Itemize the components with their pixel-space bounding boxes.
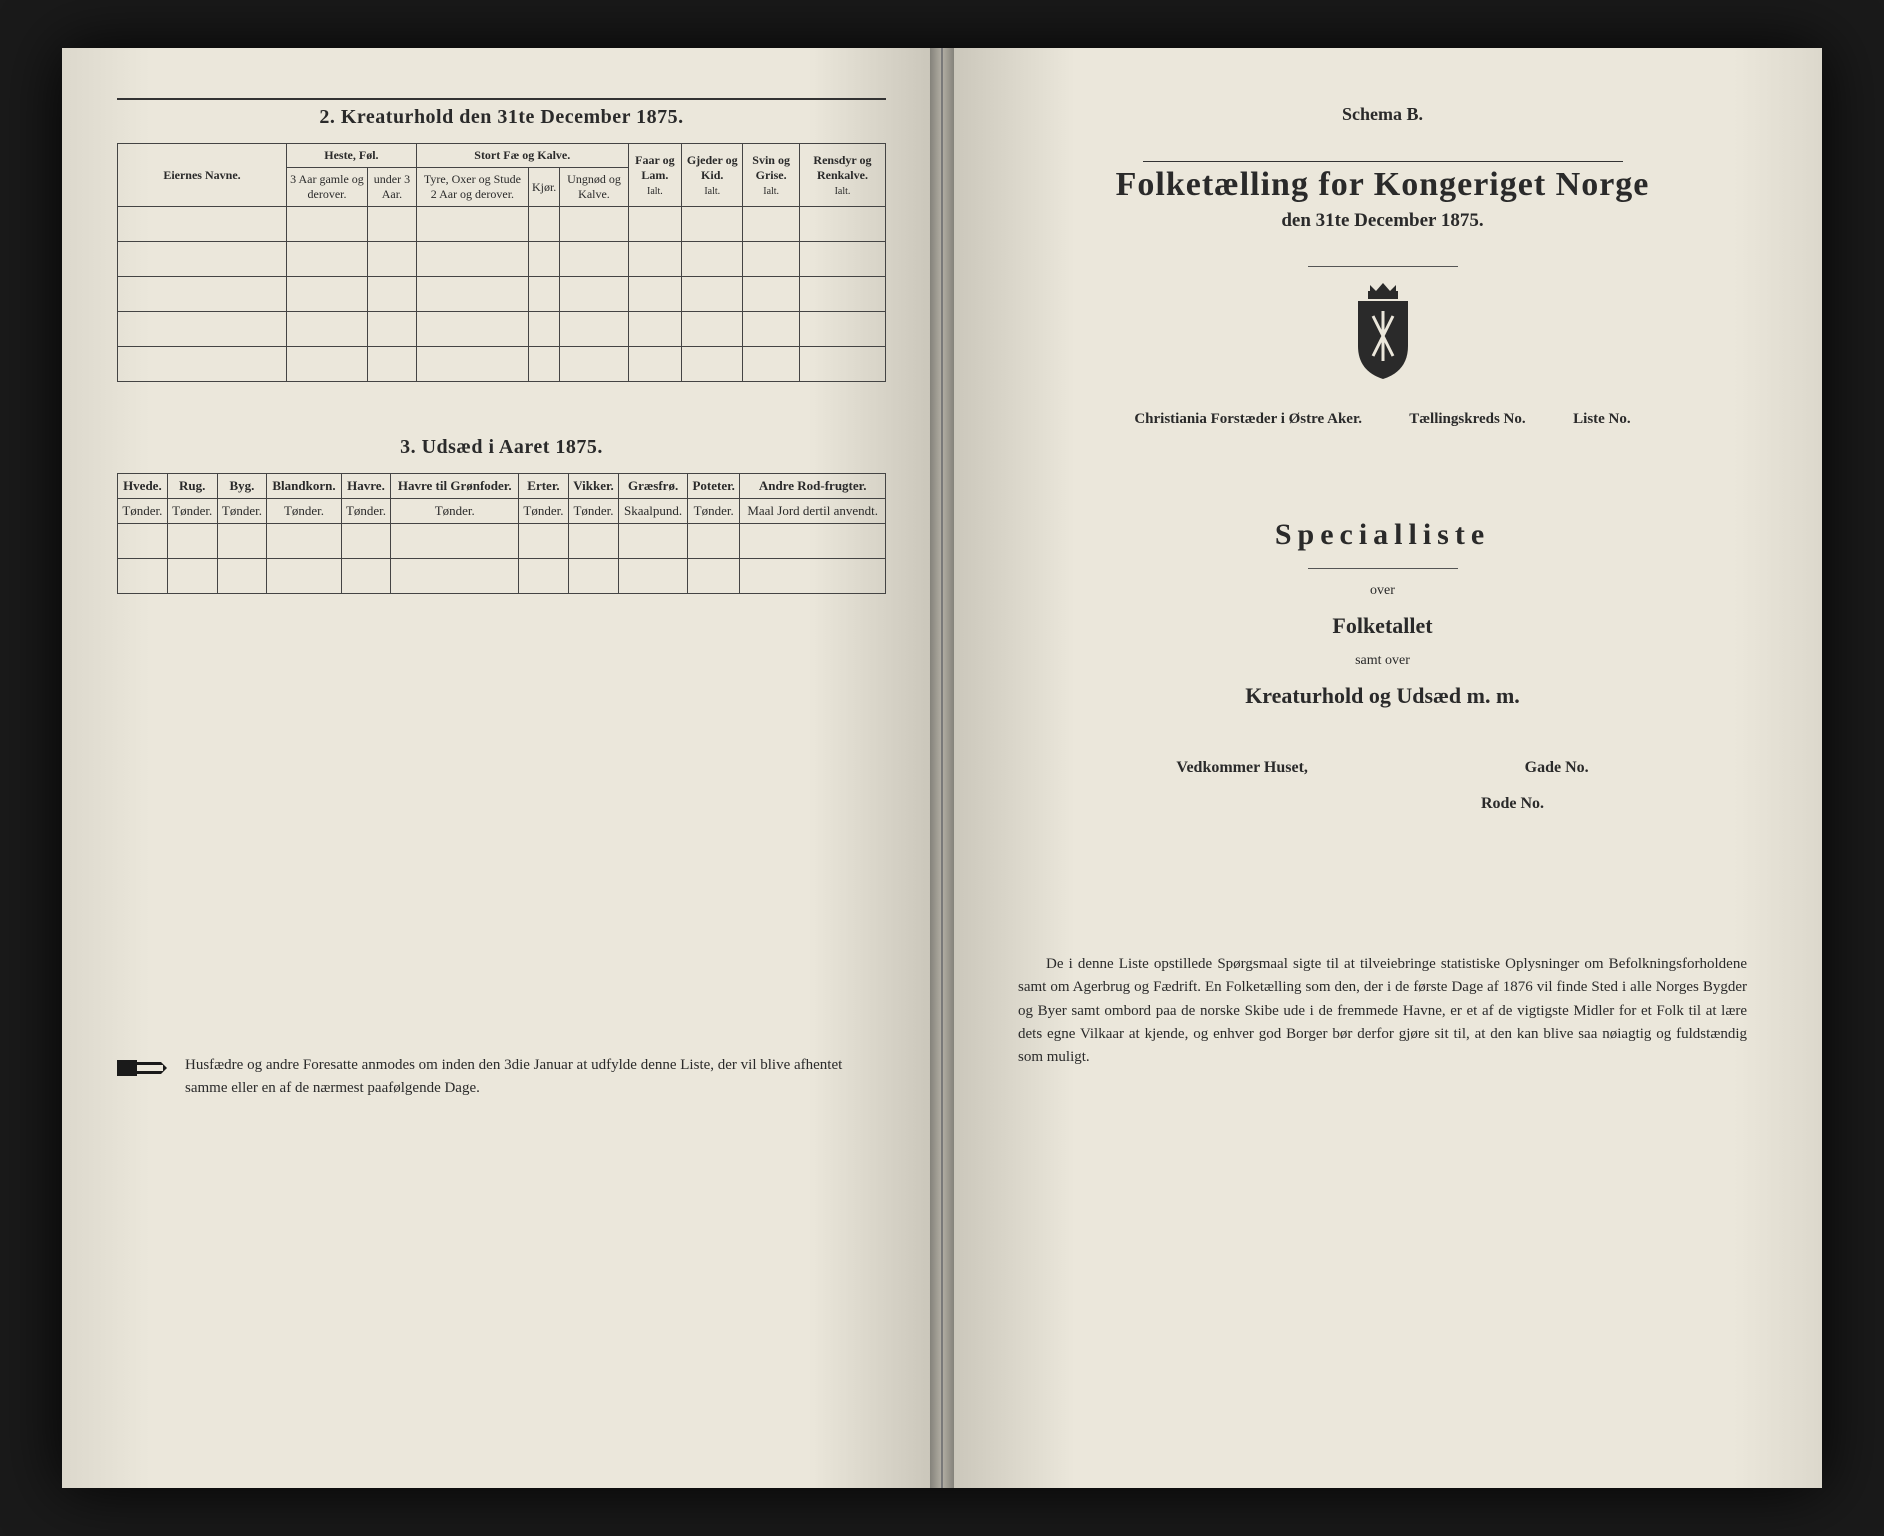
spacer [117, 382, 886, 432]
footer-note: Husfædre og andre Foresatte anmodes om i… [117, 1054, 886, 1099]
sub-stort-c: Ungnød og Kalve. [560, 168, 628, 207]
col-hvede: Hvede. [118, 474, 168, 499]
right-page: Schema B. Folketælling for Kongeriget No… [943, 48, 1822, 1488]
unit: Tønder. [341, 499, 391, 524]
divider [1308, 568, 1458, 569]
table-row [118, 559, 886, 594]
col-group-faar: Faar og Lam. Ialt. [628, 144, 681, 207]
label: Faar og Lam. [635, 153, 674, 182]
col-blandkorn: Blandkorn. [267, 474, 341, 499]
table-row [118, 207, 886, 242]
district-c: Liste No. [1573, 411, 1631, 427]
section-3-title: 3. Udsæd i Aaret 1875. [117, 436, 886, 459]
col-vikker: Vikker. [568, 474, 618, 499]
rode-label: Rode No. [998, 795, 1767, 813]
col-group-stort: Stort Fæ og Kalve. [416, 144, 628, 168]
sublabel: Ialt. [763, 186, 779, 197]
seed-table: Hvede. Rug. Byg. Blandkorn. Havre. Havre… [117, 473, 886, 594]
unit: Tønder. [391, 499, 519, 524]
table-row [118, 242, 886, 277]
over-label: over [998, 583, 1767, 599]
col-group-heste: Heste, Føl. [286, 144, 416, 168]
col-group-rensdyr: Rensdyr og Renkalve. Ialt. [799, 144, 885, 207]
unit: Tønder. [217, 499, 267, 524]
district-b: Tællingskreds No. [1409, 411, 1525, 427]
rule-line [117, 98, 886, 100]
table-row [118, 524, 886, 559]
unit: Tønder. [688, 499, 740, 524]
section-2-title: 2. Kreaturhold den 31te December 1875. [117, 106, 886, 129]
unit: Tønder. [519, 499, 569, 524]
gade-label: Gade No. [1525, 759, 1589, 777]
unit: Tønder. [568, 499, 618, 524]
unit: Maal Jord dertil anvendt. [740, 499, 886, 524]
livestock-table: Eiernes Navne. Heste, Føl. Stort Fæ og K… [117, 143, 886, 382]
left-page: 2. Kreaturhold den 31te December 1875. E… [62, 48, 943, 1488]
district-a: Christiania Forstæder i Østre Aker. [1134, 411, 1362, 427]
col-graesfro: Græsfrø. [619, 474, 688, 499]
rule-line [1143, 161, 1623, 162]
pointing-hand-icon [117, 1054, 169, 1082]
col-havretil: Havre til Grønfoder. [391, 474, 519, 499]
label: Gjeder og Kid. [687, 153, 738, 182]
col-havre: Havre. [341, 474, 391, 499]
col-group-svin: Svin og Grise. Ialt. [743, 144, 800, 207]
col-rug: Rug. [167, 474, 217, 499]
sub-heste-b: under 3 Aar. [368, 168, 417, 207]
col-group-gjeder: Gjeder og Kid. Ialt. [682, 144, 743, 207]
coat-of-arms-icon [1338, 281, 1428, 381]
folketallet-title: Folketallet [998, 613, 1767, 639]
book-spread: 2. Kreaturhold den 31te December 1875. E… [62, 48, 1822, 1488]
label: Svin og Grise. [752, 153, 790, 182]
divider [1308, 266, 1458, 267]
col-andre: Andre Rod-frugter. [740, 474, 886, 499]
schema-label: Schema B. [998, 104, 1767, 125]
unit: Tønder. [167, 499, 217, 524]
table-row [118, 347, 886, 382]
vedkommer-row: Vedkommer Huset, Gade No. [998, 759, 1767, 777]
table-row [118, 312, 886, 347]
sublabel: Ialt. [835, 186, 851, 197]
vedkommer-label: Vedkommer Huset, [1176, 759, 1308, 777]
label: Rensdyr og Renkalve. [813, 153, 871, 182]
note-text: Husfædre og andre Foresatte anmodes om i… [185, 1054, 886, 1099]
sub-heste-a: 3 Aar gamle og derover. [286, 168, 367, 207]
main-subtitle: den 31te December 1875. [998, 210, 1767, 232]
sub-stort-b: Kjør. [528, 168, 559, 207]
bottom-paragraph: De i denne Liste opstillede Spørgsmaal s… [998, 953, 1767, 1069]
col-erter: Erter. [519, 474, 569, 499]
col-owner: Eiernes Navne. [118, 144, 287, 207]
unit: Tønder. [118, 499, 168, 524]
unit: Tønder. [267, 499, 341, 524]
table-row [118, 277, 886, 312]
sublabel: Ialt. [704, 186, 720, 197]
main-title: Folketælling for Kongeriget Norge [998, 166, 1767, 204]
kreatur-title: Kreaturhold og Udsæd m. m. [998, 683, 1767, 709]
col-poteter: Poteter. [688, 474, 740, 499]
sub-stort-a: Tyre, Oxer og Stude 2 Aar og derover. [416, 168, 528, 207]
sublabel: Ialt. [647, 186, 663, 197]
samt-label: samt over [998, 653, 1767, 669]
unit: Skaalpund. [619, 499, 688, 524]
district-line: Christiania Forstæder i Østre Aker. Tæll… [998, 411, 1767, 428]
col-byg: Byg. [217, 474, 267, 499]
specialliste-title: Specialliste [998, 518, 1767, 552]
